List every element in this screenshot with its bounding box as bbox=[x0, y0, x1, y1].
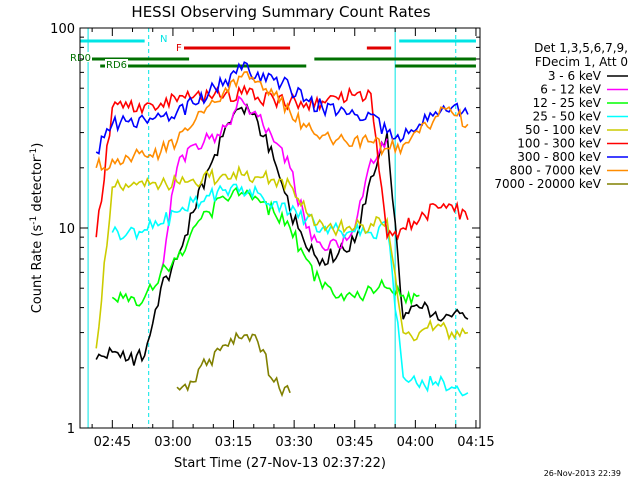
y-axis-label-exponent: -1 bbox=[29, 148, 39, 157]
chart-title: HESSI Observing Summary Count Rates bbox=[131, 3, 430, 21]
x-tick-label: 04:00 bbox=[397, 435, 434, 450]
legend-label: 50 - 100 keV bbox=[525, 123, 602, 137]
series-line-800-7000-kev bbox=[95, 71, 469, 172]
y-axis-label-part: detector bbox=[30, 156, 45, 216]
flag-label-rd6: RD6 bbox=[106, 60, 127, 71]
x-tick-label: 03:00 bbox=[154, 435, 191, 450]
legend-label: 7000 - 20000 keV bbox=[494, 177, 601, 191]
series-line-6-12-kev bbox=[160, 95, 388, 273]
flag-label-bg bbox=[175, 42, 184, 52]
y-axis-label-part: Count Rate (s bbox=[30, 225, 45, 314]
x-tick-label: 02:45 bbox=[94, 435, 131, 450]
series-line-7000-20000-kev bbox=[176, 331, 291, 398]
legend-header-line: Det 1,3,5,6,7,9, bbox=[534, 41, 628, 55]
legend: Det 1,3,5,6,7,9, FDecim 1, Att 0 3 - 6 k… bbox=[494, 41, 628, 191]
y-tick-label: 100 bbox=[50, 22, 75, 37]
legend-label: 300 - 800 keV bbox=[517, 150, 601, 164]
date-stamp: 26-Nov-2013 22:39 bbox=[544, 469, 621, 478]
series-layer bbox=[95, 61, 469, 398]
flag-label-n: N bbox=[160, 34, 167, 45]
x-tick-label: 03:30 bbox=[275, 435, 312, 450]
y-axis-label: Count Rate (s-1 detector-1) bbox=[29, 143, 45, 314]
series-line-3-6-kev bbox=[95, 102, 469, 366]
axes-layer: 02:45 03:00 03:15 03:30 03:45 04:00 04:15 1 10 10… bbox=[50, 22, 495, 450]
flag-label-bg bbox=[159, 33, 168, 43]
legend-label: 3 - 6 keV bbox=[548, 69, 602, 83]
y-tick-label: 10 bbox=[58, 222, 75, 237]
x-tick-label: 03:45 bbox=[336, 435, 373, 450]
legend-label: 100 - 300 keV bbox=[517, 137, 601, 151]
x-tick-label: 03:15 bbox=[215, 435, 252, 450]
y-axis-label-exponent: -1 bbox=[29, 216, 39, 225]
legend-label: 12 - 25 keV bbox=[533, 96, 602, 110]
series-line-25-50-kev bbox=[111, 183, 469, 397]
x-tick-label: 04:15 bbox=[457, 435, 494, 450]
x-axis-label: Start Time (27-Nov-13 02:37:22) bbox=[174, 456, 386, 471]
y-axis-label-part: ) bbox=[30, 143, 45, 148]
flag-label-f: F bbox=[176, 43, 182, 54]
series-line-12-25-kev bbox=[111, 186, 420, 307]
legend-label: 25 - 50 keV bbox=[533, 110, 602, 124]
legend-label: 800 - 7000 keV bbox=[510, 164, 602, 178]
series-line-300-800-kev bbox=[95, 61, 469, 155]
y-tick-label: 1 bbox=[67, 422, 75, 437]
series-line-50-100-kev bbox=[95, 164, 469, 349]
flag-label-bg bbox=[105, 59, 128, 69]
series-line-100-300-kev bbox=[95, 84, 469, 241]
legend-header-line: FDecim 1, Att 0 bbox=[535, 55, 628, 69]
legend-label: 6 - 12 keV bbox=[540, 83, 602, 97]
